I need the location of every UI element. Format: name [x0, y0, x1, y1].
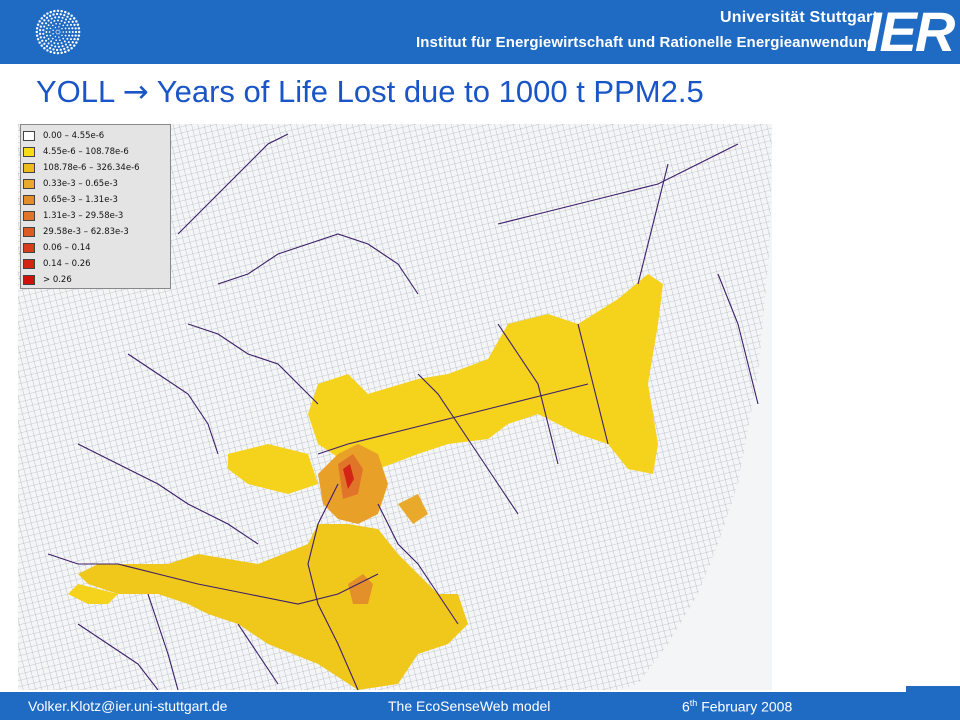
- legend-label: 0.65e-3 – 1.31e-3: [43, 195, 118, 205]
- legend-label: 108.78e-6 – 326.34e-6: [43, 163, 140, 173]
- legend-item: 0.33e-3 – 0.65e-3: [23, 176, 170, 192]
- yoll-map: [18, 124, 772, 690]
- footer-title: The EcoSenseWeb model: [388, 698, 551, 714]
- legend-label: 0.14 – 0.26: [43, 259, 91, 269]
- yoll-concentration-layer: [68, 274, 663, 690]
- slide-title: YOLL → Years of Life Lost due to 1000 t …: [36, 74, 704, 110]
- legend-swatch: [23, 211, 35, 221]
- ier-logo: IER: [866, 0, 955, 63]
- legend-swatch: [23, 243, 35, 253]
- legend-item: > 0.26: [23, 272, 170, 288]
- legend-item: 108.78e-6 – 326.34e-6: [23, 160, 170, 176]
- university-logo-icon: [35, 9, 81, 55]
- footer-date-rest: February 2008: [697, 698, 793, 715]
- legend-item: 0.14 – 0.26: [23, 256, 170, 272]
- legend-swatch: [23, 147, 35, 157]
- legend-label: 4.55e-6 – 108.78e-6: [43, 147, 129, 157]
- legend-swatch: [23, 131, 35, 141]
- country-borders: [47, 133, 759, 690]
- title-text: Years of Life Lost due to 1000 t PPM2.5: [156, 74, 704, 109]
- footer-tab: [906, 686, 960, 694]
- legend-item: 0.65e-3 – 1.31e-3: [23, 192, 170, 208]
- title-prefix: YOLL: [36, 74, 115, 109]
- legend-label: 0.06 – 0.14: [43, 243, 91, 253]
- header-banner: Universität Stuttgart Institut für Energ…: [0, 0, 960, 64]
- legend-swatch: [23, 275, 35, 285]
- legend-label: 29.58e-3 – 62.83e-3: [43, 227, 129, 237]
- legend-label: 1.31e-3 – 29.58e-3: [43, 211, 124, 221]
- legend-item: 29.58e-3 – 62.83e-3: [23, 224, 170, 240]
- legend-swatch: [23, 179, 35, 189]
- map-legend: 0.00 – 4.55e-6 4.55e-6 – 108.78e-6 108.78e…: [20, 124, 171, 289]
- footer-bar: Volker.Klotz@ier.uni-stuttgart.de The Ec…: [0, 692, 960, 720]
- legend-swatch: [23, 195, 35, 205]
- legend-label: > 0.26: [43, 275, 72, 285]
- legend-swatch: [23, 259, 35, 269]
- arrow-right-icon: →: [122, 74, 149, 110]
- legend-swatch: [23, 163, 35, 173]
- legend-item: 4.55e-6 – 108.78e-6: [23, 144, 170, 160]
- legend-item: 0.00 – 4.55e-6: [23, 128, 170, 144]
- legend-item: 0.06 – 0.14: [23, 240, 170, 256]
- institute-name: Institut für Energiewirtschaft und Ratio…: [416, 34, 877, 51]
- legend-swatch: [23, 227, 35, 237]
- footer-date: 6th February 2008: [682, 698, 792, 715]
- footer-date-suffix: th: [689, 698, 698, 708]
- footer-date-day: 6: [682, 698, 690, 715]
- university-name: Universität Stuttgart: [720, 9, 878, 26]
- footer-email[interactable]: Volker.Klotz@ier.uni-stuttgart.de: [28, 698, 228, 714]
- legend-label: 0.33e-3 – 0.65e-3: [43, 179, 118, 189]
- legend-label: 0.00 – 4.55e-6: [43, 131, 105, 141]
- legend-item: 1.31e-3 – 29.58e-3: [23, 208, 170, 224]
